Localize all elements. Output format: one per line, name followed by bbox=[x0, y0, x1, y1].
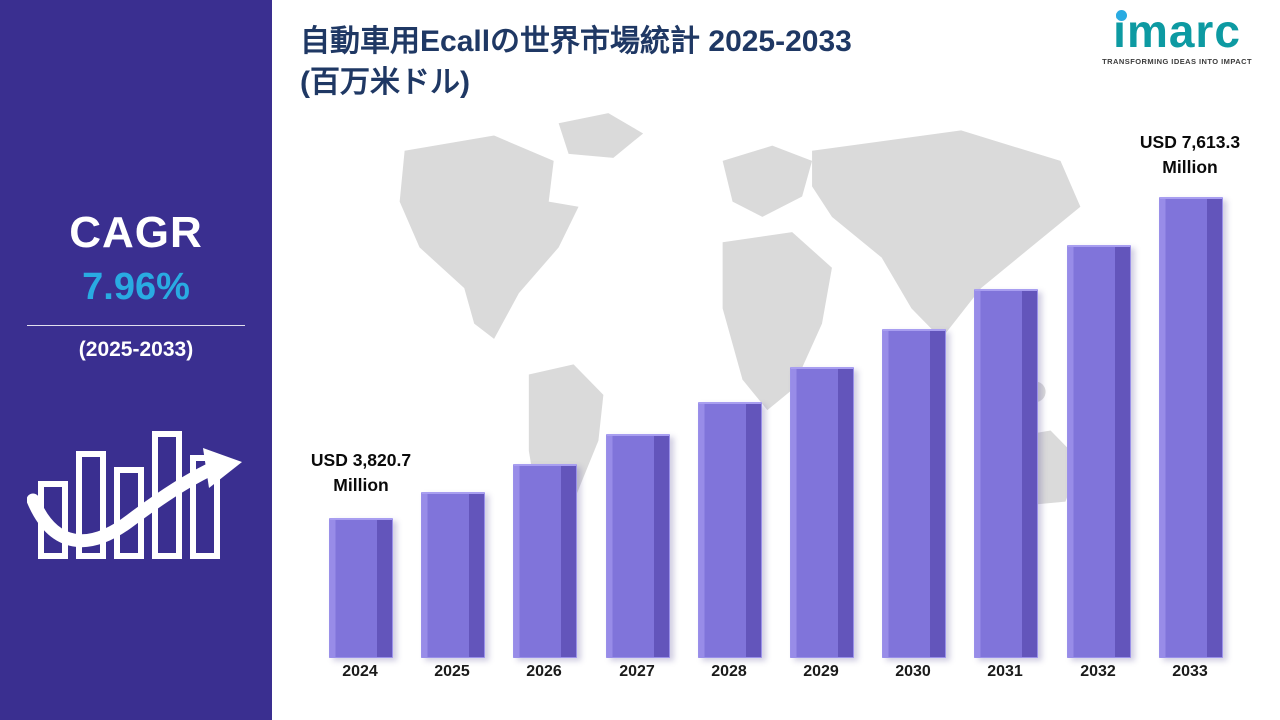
annotation-first-value: USD 3,820.7 bbox=[310, 450, 412, 470]
divider-line bbox=[27, 325, 245, 326]
bar-2033 bbox=[1152, 197, 1230, 662]
x-tick-2031: 2031 bbox=[987, 663, 1023, 680]
annotation-last-value: USD 7,613.3 bbox=[1139, 132, 1241, 152]
growth-chart-arrow-icon bbox=[26, 431, 242, 559]
x-tick-2028: 2028 bbox=[711, 663, 747, 680]
x-tick-2029: 2029 bbox=[803, 663, 839, 680]
title-line-1: 自動車用Ecallの世界市場統計 2025-2033 bbox=[300, 25, 852, 58]
logo-dot-icon bbox=[1116, 10, 1128, 21]
x-tick-2032: 2032 bbox=[1080, 663, 1116, 680]
logo-tagline: TRANSFORMING IDEAS INTO IMPACT bbox=[1102, 57, 1252, 66]
x-tick-2024: 2024 bbox=[342, 663, 378, 680]
sidebar: CAGR 7.96% (2025-2033) bbox=[0, 0, 272, 720]
cagr-label: CAGR bbox=[69, 208, 203, 257]
annotation-first-unit: Million bbox=[333, 474, 389, 495]
x-tick-2026: 2026 bbox=[526, 663, 562, 680]
annotation-first-bar: USD 3,820.7 Million bbox=[286, 448, 436, 497]
imarc-logo: imarc TRANSFORMING IDEAS INTO IMPACT bbox=[1102, 8, 1252, 66]
page-title: 自動車用Ecallの世界市場統計 2025-2033 (百万米ドル) bbox=[300, 22, 852, 103]
x-tick-2030: 2030 bbox=[895, 663, 931, 680]
annotation-last-unit: Million bbox=[1162, 156, 1218, 177]
x-tick-2033: 2033 bbox=[1172, 663, 1208, 680]
title-line-2: (百万米ドル) bbox=[300, 65, 470, 99]
x-tick-2025: 2025 bbox=[434, 663, 470, 680]
cagr-period: (2025-2033) bbox=[78, 338, 194, 361]
cagr-value: 7.96% bbox=[82, 266, 190, 308]
annotation-last-bar: USD 7,613.3 Million bbox=[1115, 130, 1265, 179]
logo-text: imarc bbox=[1113, 5, 1241, 57]
world-map bbox=[399, 113, 1113, 549]
x-tick-2027: 2027 bbox=[619, 663, 655, 680]
